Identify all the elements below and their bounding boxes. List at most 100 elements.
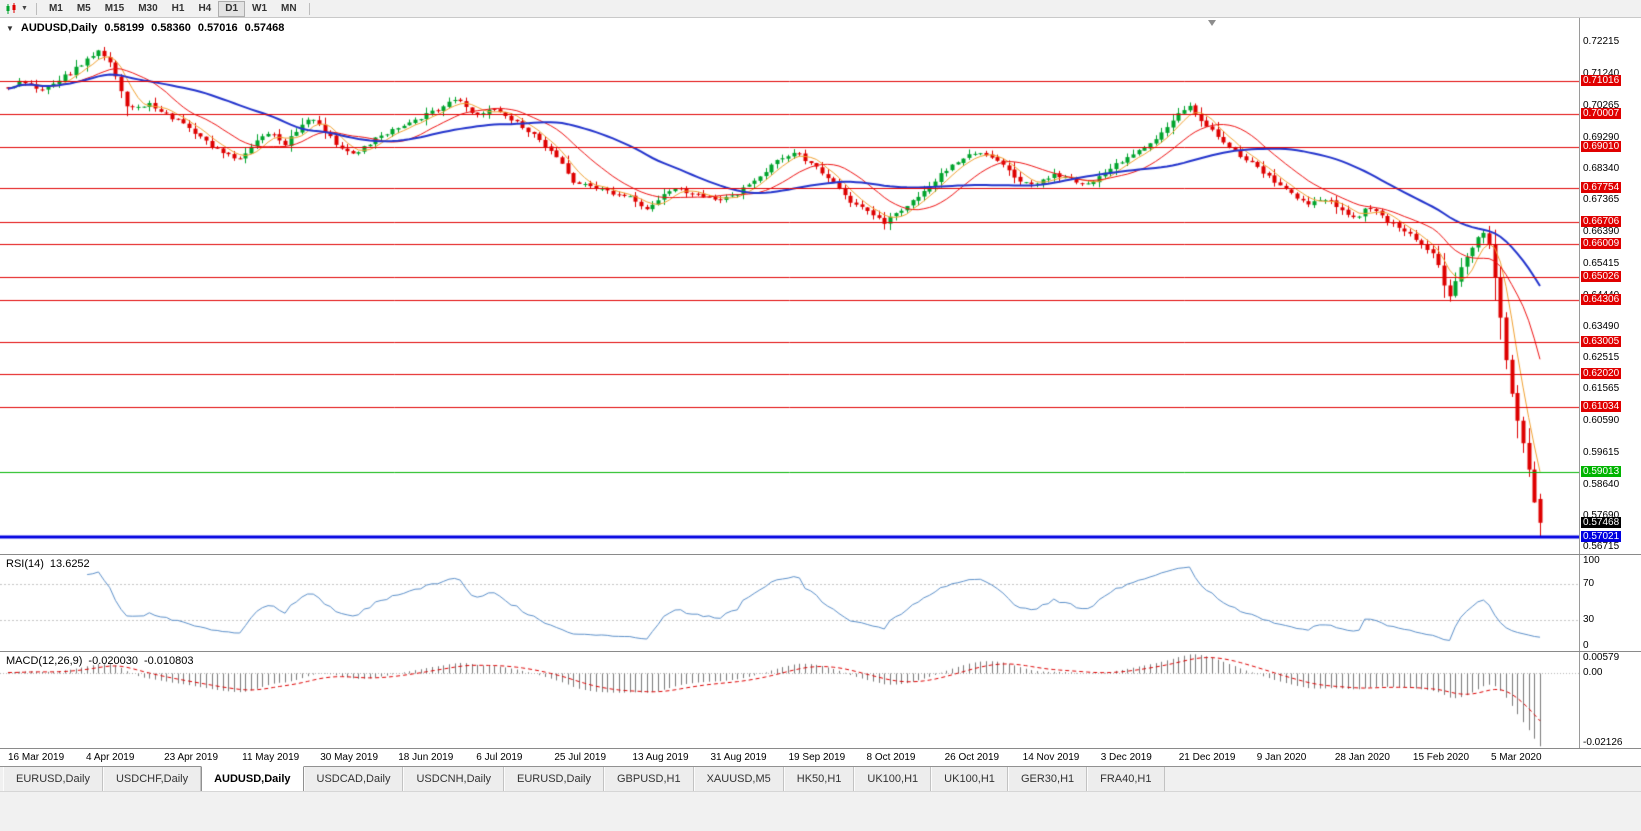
status-bar bbox=[0, 791, 1641, 831]
axis-tick-label: 0.70265 bbox=[1583, 100, 1620, 111]
date-label: 28 Jan 2020 bbox=[1334, 752, 1390, 763]
chart-tab-usdchf-daily[interactable]: USDCHF,Daily bbox=[102, 767, 202, 791]
axis-tick-label: 100 bbox=[1583, 555, 1600, 566]
timeframe-button-m1[interactable]: M1 bbox=[48, 2, 63, 14]
chart-tab-audusd-daily[interactable]: AUDUSD,Daily bbox=[201, 766, 304, 791]
date-label: 19 Sep 2019 bbox=[788, 752, 846, 763]
ohlc-open: 0.58199 bbox=[104, 22, 145, 34]
axis-tick-label: 0.58640 bbox=[1583, 479, 1620, 490]
timeframe-button-m15[interactable]: M15 bbox=[104, 2, 125, 14]
rsi-canvas[interactable] bbox=[0, 555, 1579, 651]
timeframe-button-m5[interactable]: M5 bbox=[76, 2, 91, 14]
rsi-axis[interactable]: 100 70 30 0 bbox=[1579, 555, 1641, 651]
chart-tab-uk100-h1[interactable]: UK100,H1 bbox=[854, 767, 932, 791]
timeframe-button-w1[interactable]: W1 bbox=[252, 2, 268, 14]
axis-tick-label: 0.63490 bbox=[1583, 321, 1620, 332]
rsi-panel: RSI(14) 13.6252 100 70 30 0 bbox=[0, 554, 1641, 651]
rsi-name: RSI(14) bbox=[6, 558, 44, 570]
date-label: 3 Dec 2019 bbox=[1100, 752, 1152, 763]
time-axis[interactable]: 16 Mar 2019 4 Apr 2019 23 Apr 2019 11 May 2… bbox=[0, 748, 1641, 766]
chart-tab-eurusd-daily[interactable]: EURUSD,Daily bbox=[3, 767, 103, 791]
chart-tab-uk100-h1[interactable]: UK100,H1 bbox=[931, 767, 1008, 791]
price-flag-label: 0.57468 bbox=[1581, 517, 1622, 528]
axis-tick-label: 0.71240 bbox=[1583, 68, 1620, 79]
price-flag-label: 0.66009 bbox=[1581, 238, 1622, 249]
date-label: 6 Jul 2019 bbox=[476, 752, 523, 763]
axis-tick-label: 70 bbox=[1583, 578, 1595, 589]
macd-canvas[interactable] bbox=[0, 652, 1579, 748]
chart-type-icon[interactable] bbox=[5, 2, 19, 15]
timeframe-button-d1[interactable]: D1 bbox=[218, 0, 246, 17]
date-label: 5 Mar 2020 bbox=[1490, 752, 1542, 763]
toolbar-separator bbox=[308, 2, 310, 15]
axis-tick-label: 0.65415 bbox=[1583, 258, 1620, 269]
chart-symbol: AUDUSD,Daily bbox=[20, 22, 98, 34]
chart-tab-usdcad-daily[interactable]: USDCAD,Daily bbox=[303, 767, 404, 791]
timeframe-buttons: M1 M5 M15 M30 H1 H4 D1 W1 MN bbox=[42, 0, 304, 17]
date-label: 31 Aug 2019 bbox=[710, 752, 767, 763]
axis-tick-label: 0.60590 bbox=[1583, 415, 1620, 426]
price-chart-canvas[interactable] bbox=[0, 18, 1579, 554]
price-flag-label: 0.67754 bbox=[1581, 182, 1622, 193]
macd-label: MACD(12,26,9) -0.020030 -0.010803 bbox=[6, 655, 194, 667]
price-flag-label: 0.59013 bbox=[1581, 466, 1622, 477]
date-label: 18 Jun 2019 bbox=[398, 752, 454, 763]
macd-panel: MACD(12,26,9) -0.020030 -0.010803 0.0057… bbox=[0, 651, 1641, 748]
axis-tick-label: 0.72215 bbox=[1583, 36, 1620, 47]
date-label: 23 Apr 2019 bbox=[164, 752, 219, 763]
chart-tab-fra40-h1[interactable]: FRA40,H1 bbox=[1087, 767, 1165, 791]
date-label: 13 Aug 2019 bbox=[632, 752, 689, 763]
price-flag-label: 0.66706 bbox=[1581, 216, 1622, 227]
axis-tick-label: -0.02126 bbox=[1583, 737, 1623, 748]
date-label: 25 Jul 2019 bbox=[554, 752, 607, 763]
chart-tab-eurusd-daily[interactable]: EURUSD,Daily bbox=[504, 767, 604, 791]
chart-tab-usdcnh-daily[interactable]: USDCNH,Daily bbox=[403, 767, 505, 791]
timeframe-button-mn[interactable]: MN bbox=[281, 2, 297, 14]
axis-tick-label: 0.59615 bbox=[1583, 447, 1620, 458]
ohlc-close: 0.57468 bbox=[244, 22, 285, 34]
rsi-label: RSI(14) 13.6252 bbox=[6, 558, 90, 570]
price-flag-label: 0.69010 bbox=[1581, 141, 1622, 152]
chart-type-dropdown-icon[interactable]: ▼ bbox=[21, 5, 28, 12]
price-flag-label: 0.61034 bbox=[1581, 401, 1622, 412]
axis-tick-label: 0.62515 bbox=[1583, 352, 1620, 363]
timeframe-button-m30[interactable]: M30 bbox=[138, 2, 158, 14]
price-flag-label: 0.62020 bbox=[1581, 368, 1622, 379]
chart-tab-xauusd-m5[interactable]: XAUUSD,M5 bbox=[693, 767, 784, 791]
timeframe-toolbar: ▼ M1 M5 M15 M30 H1 H4 D1 W1 MN bbox=[0, 0, 1641, 18]
chart-tab-hk50-h1[interactable]: HK50,H1 bbox=[783, 767, 855, 791]
chart-tab-ger30-h1[interactable]: GER30,H1 bbox=[1007, 767, 1088, 791]
date-label: 9 Jan 2020 bbox=[1256, 752, 1307, 763]
date-label: 15 Feb 2020 bbox=[1412, 752, 1470, 763]
date-label: 11 May 2019 bbox=[242, 752, 300, 763]
price-flag-label: 0.63005 bbox=[1581, 336, 1622, 347]
axis-tick-label: 0.57690 bbox=[1583, 510, 1620, 521]
axis-tick-label: 30 bbox=[1583, 614, 1595, 625]
chart-tab-gbpusd-h1[interactable]: GBPUSD,H1 bbox=[604, 767, 694, 791]
axis-tick-label: 0 bbox=[1583, 640, 1589, 651]
date-label: 26 Oct 2019 bbox=[944, 752, 1000, 763]
timeframe-button-h4[interactable]: H4 bbox=[198, 2, 212, 14]
timeframe-button-h1[interactable]: H1 bbox=[171, 2, 185, 14]
axis-tick-label: 0.69290 bbox=[1583, 132, 1620, 143]
chart-menu-arrow-icon[interactable]: ▼ bbox=[6, 23, 14, 33]
axis-tick-label: 0.00 bbox=[1583, 667, 1603, 678]
axis-tick-label: 0.61565 bbox=[1583, 383, 1620, 394]
macd-signal-value: -0.010803 bbox=[143, 655, 194, 667]
date-label: 14 Nov 2019 bbox=[1022, 752, 1080, 763]
axis-tick-label: 0.67365 bbox=[1583, 194, 1620, 205]
candlestick-glyph bbox=[6, 2, 16, 14]
chart-title: ▼ AUDUSD,Daily 0.58199 0.58360 0.57016 0… bbox=[6, 22, 284, 34]
date-label: 8 Oct 2019 bbox=[866, 752, 916, 763]
price-axis[interactable]: 0.72215 0.71240 0.70265 0.69290 0.68340 0.673… bbox=[1579, 18, 1641, 554]
rsi-value: 13.6252 bbox=[49, 558, 90, 570]
price-flag-label: 0.57021 bbox=[1581, 531, 1622, 542]
price-flag-label: 0.71016 bbox=[1581, 75, 1622, 86]
date-label: 30 May 2019 bbox=[320, 752, 379, 763]
macd-axis[interactable]: 0.00579 0.00 -0.02126 bbox=[1579, 652, 1641, 748]
axis-tick-label: 0.66390 bbox=[1583, 226, 1620, 237]
price-flag-label: 0.64306 bbox=[1581, 294, 1622, 305]
date-label: 4 Apr 2019 bbox=[86, 752, 135, 763]
price-flag-label: 0.70007 bbox=[1581, 108, 1622, 119]
